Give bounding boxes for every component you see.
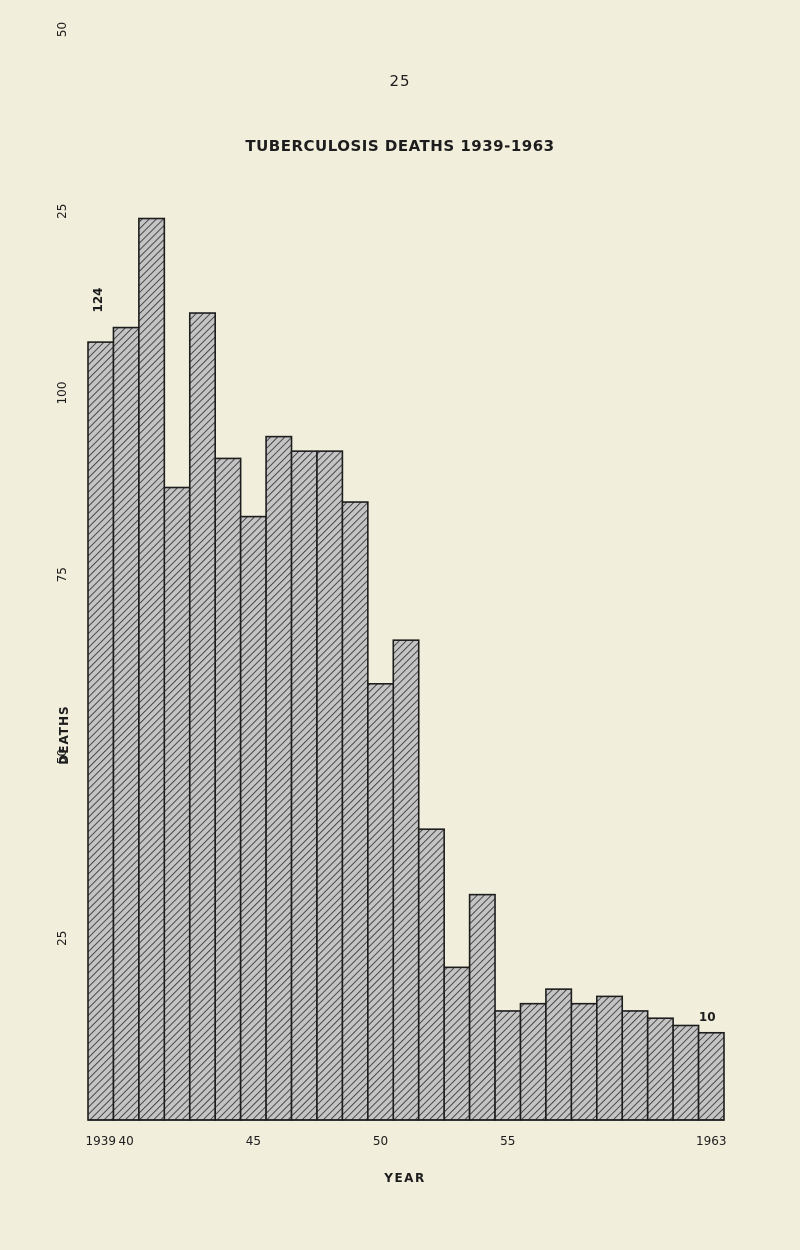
bar-1950 xyxy=(367,682,395,1121)
bar-1959 xyxy=(595,995,624,1121)
bar-1963 xyxy=(697,1031,725,1121)
bar-1948 xyxy=(316,450,344,1121)
data-label: 124 xyxy=(91,287,105,312)
bar-1952 xyxy=(417,828,445,1121)
bar-1962 xyxy=(672,1024,700,1121)
bar-1954 xyxy=(468,893,496,1121)
bar-1949 xyxy=(341,501,369,1121)
y-tick-label: 75 xyxy=(55,567,69,582)
x-tick-label: 40 xyxy=(119,1134,134,1148)
bar-1955 xyxy=(494,1010,522,1121)
bar-1951 xyxy=(392,639,420,1121)
data-label: 10 xyxy=(699,1010,716,1024)
y-tick-label: 100 xyxy=(55,382,69,405)
bar-1942 xyxy=(163,486,191,1121)
y-tick-label: 25 xyxy=(55,204,69,219)
bar-1939 xyxy=(87,341,115,1121)
bar-1946 xyxy=(265,435,293,1121)
page-number: 25 xyxy=(389,72,411,90)
x-tick-label: 50 xyxy=(373,1134,388,1148)
bar-1957 xyxy=(545,988,573,1121)
bar-1960 xyxy=(621,1010,649,1121)
chart-title: TUBERCULOSIS DEATHS 1939-1963 xyxy=(245,137,555,155)
x-tick-label: 1939 xyxy=(85,1134,116,1148)
y-tick-label: 50 xyxy=(55,749,69,764)
y-axis-label: DEATHS xyxy=(57,705,71,764)
x-tick-label: 45 xyxy=(246,1134,261,1148)
bar-1953 xyxy=(443,966,471,1121)
x-axis-label: YEAR xyxy=(383,1171,425,1185)
bar-1956 xyxy=(519,1002,547,1121)
y-tick-label: 50 xyxy=(55,22,69,37)
bar-1944 xyxy=(214,457,242,1121)
bar-1947 xyxy=(290,450,318,1121)
bar-1941 xyxy=(138,217,166,1121)
bar-1958 xyxy=(570,1002,598,1121)
bar-1943 xyxy=(188,312,216,1121)
bar-1961 xyxy=(646,1017,674,1121)
x-tick-label: 55 xyxy=(500,1134,515,1148)
bar-1940 xyxy=(112,326,140,1121)
y-tick-label: 25 xyxy=(55,931,69,946)
x-tick-label: 1963 xyxy=(696,1134,727,1148)
bar-1945 xyxy=(239,515,267,1121)
